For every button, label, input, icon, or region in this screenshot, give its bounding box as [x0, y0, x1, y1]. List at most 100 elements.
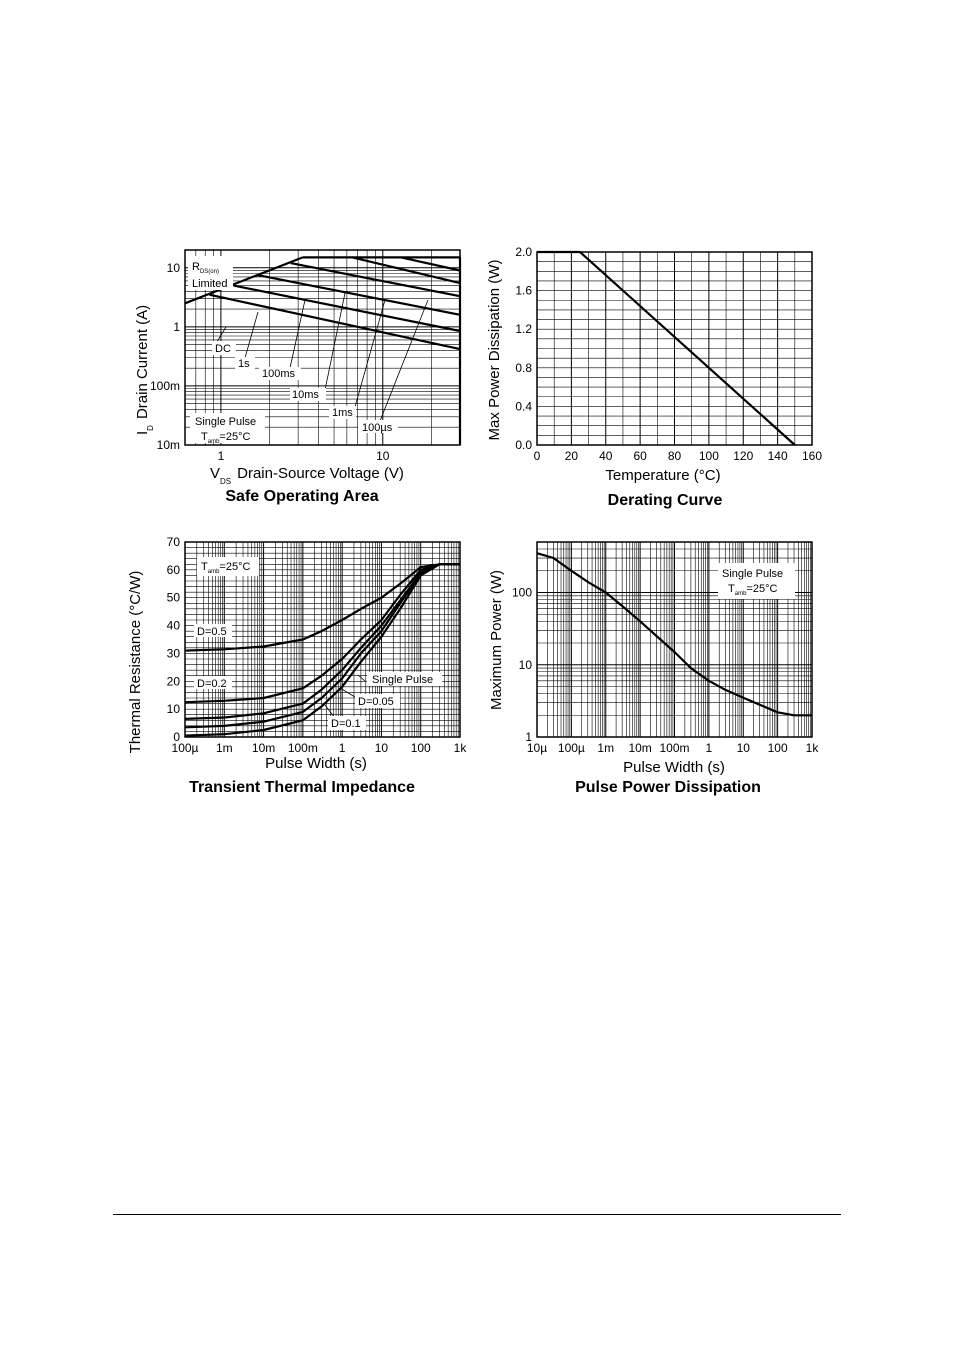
thermal-tamb-label: Tamb=25°C	[201, 561, 250, 575]
thermal-x-tick-labels: 100µ 1m 10m 100m 1 10 100 1k	[172, 741, 468, 755]
derating-grid	[536, 251, 813, 446]
derating-y-tick-label: 0.4	[515, 399, 532, 413]
pulse-title: Pulse Power Dissipation	[575, 779, 761, 796]
pulse-y-tick-label: 1	[525, 730, 532, 744]
derating-x-tick-label: 60	[633, 449, 647, 463]
soa-y-tick-label: 10m	[157, 438, 180, 452]
soa-single-pulse-label: Single Pulse	[195, 416, 256, 428]
thermal-x-tick-label: 100	[411, 741, 431, 755]
soa-dc-label: DC	[215, 343, 231, 355]
pulse-single-pulse-label: Single Pulse	[722, 568, 783, 580]
pulse-x-tick-label: 100m	[659, 741, 689, 755]
thermal-y-tick-label: 60	[167, 563, 181, 577]
thermal-y-tick-label: 50	[167, 591, 181, 605]
soa-series-100ms	[257, 274, 461, 316]
thermal-y-tick-label: 10	[167, 702, 181, 716]
pulse-y-tick-label: 10	[519, 658, 533, 672]
pulse-y-tick-labels: 1 10 100	[512, 586, 532, 744]
derating-x-tick-label: 20	[565, 449, 579, 463]
thermal-y-tick-label: 70	[167, 535, 181, 549]
pulse-x-tick-label: 1k	[806, 741, 820, 755]
thermal-x-axis-label: Pulse Width (s)	[265, 755, 367, 772]
soa-series-dc	[209, 293, 461, 351]
soa-x-tick-labels: 1 10	[218, 449, 390, 463]
soa-10ms-label: 10ms	[292, 389, 319, 401]
pulse-x-tick-labels: 10µ 100µ 1m 10m 100m 1 10 100 1k	[527, 741, 819, 755]
soa-x-tick-label: 10	[376, 449, 390, 463]
thermal-y-tick-label: 30	[167, 646, 181, 660]
pulse-y-tick-label: 100	[512, 586, 532, 600]
thermal-series-d-0-2	[184, 563, 460, 704]
pulse-tamb-label: Tamb=25°C	[728, 583, 777, 597]
soa-series-100-s	[352, 256, 461, 272]
soa-series-rds-on-limited	[184, 256, 304, 305]
soa-y-tick-label: 10	[167, 261, 181, 275]
thermal-x-tick-label: 1k	[454, 741, 468, 755]
pulse-x-tick-label: 1	[706, 741, 713, 755]
soa-x-tick-label: 1	[218, 449, 225, 463]
thermal-series-single-pulse	[184, 563, 460, 737]
thermal-d02-label: D=0.2	[197, 678, 227, 690]
derating-y-axis-label: Max Power Dissipation (W)	[486, 260, 503, 441]
derating-y-tick-label: 2.0	[515, 245, 532, 259]
derating-y-tick-label: 1.2	[515, 322, 532, 336]
thermal-x-tick-label: 10m	[252, 741, 275, 755]
soa-x-axis-label: VDS Drain-Source Voltage (V)	[210, 465, 404, 486]
derating-x-axis-label: Temperature (°C)	[605, 467, 720, 484]
soa-series-limit	[401, 256, 462, 445]
soa-rds-label: RDS(on)	[192, 261, 219, 275]
soa-y-tick-label: 1	[173, 320, 180, 334]
pulse-annotations: Single Pulse Tamb=25°C	[718, 563, 795, 599]
derating-series	[537, 250, 796, 446]
derating-x-tick-labels: 0 20 40 60 80 100 120 140 160	[534, 449, 823, 463]
pulse-x-tick-label: 10	[737, 741, 751, 755]
derating-x-tick-label: 100	[699, 449, 719, 463]
soa-100ms-label: 100ms	[262, 368, 296, 380]
soa-100us-label: 100µs	[362, 422, 393, 434]
soa-limited-label: Limited	[192, 278, 227, 290]
chart-transient-thermal-impedance: Tamb=25°C D=0.5 D=0.2 Single Pulse D=0.0…	[127, 535, 467, 796]
chart-derating-curve: 0 20 40 60 80 100 120 140 160 0.0 0.4 0.8 1.2 1.6 2.0…	[486, 245, 822, 509]
thermal-y-tick-label: 20	[167, 674, 181, 688]
thermal-x-tick-label: 10	[375, 741, 389, 755]
chart-pulse-power-dissipation: Single Pulse Tamb=25°C 10µ 100µ 1m 10m 100m 1…	[488, 541, 819, 796]
thermal-x-tick-label: 100µ	[172, 741, 199, 755]
derating-y-tick-label: 0.8	[515, 361, 532, 375]
derating-x-tick-label: 40	[599, 449, 613, 463]
derating-x-tick-label: 120	[733, 449, 753, 463]
thermal-series-d-0-5	[184, 563, 460, 652]
derating-x-tick-label: 0	[534, 449, 541, 463]
derating-y-tick-label: 1.6	[515, 284, 532, 298]
derating-y-tick-label: 0.0	[515, 438, 532, 452]
soa-y-tick-label: 100m	[150, 379, 180, 393]
pulse-x-axis-label: Pulse Width (s)	[623, 759, 725, 776]
thermal-d005-label: D=0.05	[358, 696, 394, 708]
thermal-single-pulse-label: Single Pulse	[372, 674, 433, 686]
soa-1s-label: 1s	[238, 358, 250, 370]
pulse-x-tick-label: 100µ	[558, 741, 585, 755]
thermal-y-tick-labels: 0 10 20 30 40 50 60 70	[167, 535, 181, 744]
pulse-x-tick-label: 1m	[597, 741, 614, 755]
soa-tamb-label: Tamb=25°C	[201, 431, 250, 445]
soa-series-1s	[233, 284, 461, 333]
derating-x-tick-label: 140	[768, 449, 788, 463]
thermal-x-tick-label: 100m	[288, 741, 318, 755]
derating-x-tick-label: 160	[802, 449, 822, 463]
thermal-d05-label: D=0.5	[197, 626, 227, 638]
soa-series-10ms	[290, 262, 461, 298]
pulse-series-pmax	[536, 552, 812, 717]
derating-y-tick-labels: 0.0 0.4 0.8 1.2 1.6 2.0	[515, 245, 532, 452]
thermal-grid	[184, 541, 461, 738]
pulse-x-tick-label: 10µ	[527, 741, 547, 755]
soa-y-axis-label: IDDrain Current (A)	[134, 305, 155, 435]
derating-series-pd	[537, 250, 796, 446]
thermal-title: Transient Thermal Impedance	[189, 779, 415, 796]
pulse-x-tick-label: 100	[768, 741, 788, 755]
thermal-y-axis-label: Thermal Resistance (°C/W)	[127, 571, 144, 754]
thermal-x-tick-label: 1m	[216, 741, 233, 755]
thermal-y-tick-label: 40	[167, 619, 181, 633]
chart-safe-operating-area: RDS(on) Limited DC 1s 100ms 10ms 1ms 100…	[134, 249, 462, 505]
pulse-x-tick-label: 10m	[628, 741, 651, 755]
soa-title: Safe Operating Area	[225, 488, 378, 505]
